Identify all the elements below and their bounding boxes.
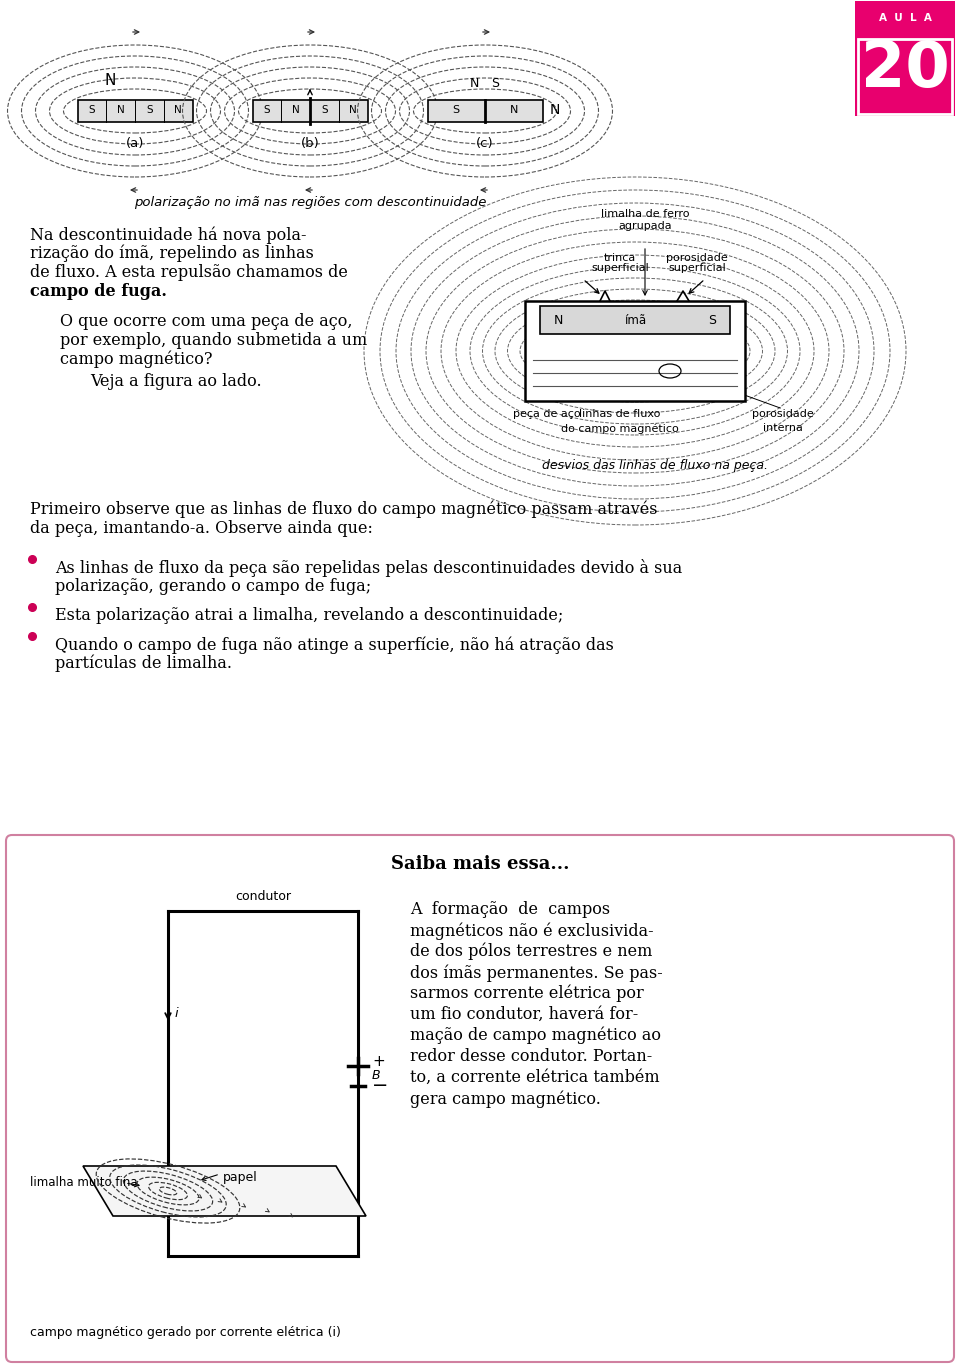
Bar [858,38,952,114]
Text: As linhas de fluxo da peça são repelidas pelas descontinuidades devido à sua: As linhas de fluxo da peça são repelidas… [55,559,683,577]
Text: de dos pólos terrestres e nem: de dos pólos terrestres e nem [410,943,653,961]
Text: N: N [549,103,560,117]
Text: O que ocorre com uma peça de aço,: O que ocorre com uma peça de aço, [60,313,352,330]
Text: polarização, gerando o campo de fuga;: polarização, gerando o campo de fuga; [55,579,372,595]
Text: Esta polarização atrai a limalha, revelando a descontinuidade;: Esta polarização atrai a limalha, revela… [55,607,564,624]
Text: magnéticos não é exclusivida-: magnéticos não é exclusivida- [410,923,654,939]
Text: de fluxo. A esta repulsão chamamos de: de fluxo. A esta repulsão chamamos de [30,265,348,281]
Text: N: N [105,73,116,88]
Text: um fio condutor, haverá for-: um fio condutor, haverá for- [410,1006,638,1023]
Text: (b): (b) [300,137,320,149]
Text: porosidade: porosidade [752,409,814,420]
Text: S: S [88,106,95,115]
Text: Na descontinuidade há nova pola-: Na descontinuidade há nova pola- [30,226,306,244]
Text: limalha muito fina: limalha muito fina [30,1176,137,1190]
Text: porosidade: porosidade [666,254,728,263]
Text: trinca: trinca [604,254,636,263]
Bar [252,100,368,122]
Text: superficial: superficial [668,263,726,273]
Text: N: N [349,106,357,115]
Text: gera campo magnético.: gera campo magnético. [410,1090,601,1108]
Text: campo de fuga.: campo de fuga. [30,282,167,300]
Text: da peça, imantando-a. Observe ainda que:: da peça, imantando-a. Observe ainda que: [30,520,372,537]
Text: N: N [553,314,563,326]
Text: peça de aço: peça de aço [514,409,581,420]
Text: i: i [175,1008,179,1020]
Text: por exemplo, quando submetida a um: por exemplo, quando submetida a um [60,332,368,350]
Text: do campo magnético: do campo magnético [562,424,679,433]
FancyBboxPatch shape [6,835,954,1361]
Text: desvios das linhas de fluxo na peça.: desvios das linhas de fluxo na peça. [542,459,768,472]
Text: limalha de ferro: limalha de ferro [601,208,689,219]
Text: Quando o campo de fuga não atinge a superfície, não há atração das: Quando o campo de fuga não atinge a supe… [55,636,613,654]
Text: Saiba mais essa...: Saiba mais essa... [391,856,569,873]
Text: Primeiro observe que as linhas de fluxo do campo magnético passam através: Primeiro observe que as linhas de fluxo … [30,500,658,518]
Text: superficial: superficial [591,263,649,273]
Text: Veja a figura ao lado.: Veja a figura ao lado. [90,373,262,389]
Text: (a): (a) [126,137,144,149]
Text: N: N [292,106,300,115]
Text: partículas de limalha.: partículas de limalha. [55,655,232,673]
Text: S: S [321,106,327,115]
Text: A  U  L  A: A U L A [878,12,931,23]
Text: i: i [175,1205,179,1217]
Text: +: + [372,1054,385,1069]
Text: ímã: ímã [624,314,646,326]
Text: S: S [453,106,460,115]
Text: interna: interna [763,424,803,433]
Text: dos ímãs permanentes. Se pas-: dos ímãs permanentes. Se pas- [410,964,662,982]
Bar [855,1,955,117]
Bar [78,100,193,122]
Bar [525,302,745,400]
Bar [540,306,730,335]
Text: to, a corrente elétrica também: to, a corrente elétrica também [410,1069,660,1086]
Text: N: N [175,106,182,115]
Text: condutor: condutor [235,890,291,903]
Text: S: S [264,106,270,115]
Text: 20: 20 [860,38,949,100]
Text: rização do ímã, repelindo as linhas: rização do ímã, repelindo as linhas [30,245,314,262]
Text: linhas de fluxo: linhas de fluxo [579,409,660,420]
Text: S: S [708,314,716,326]
Text: A  formação  de  campos: A formação de campos [410,901,611,919]
Text: sarmos corrente elétrica por: sarmos corrente elétrica por [410,984,644,1002]
Text: agrupada: agrupada [618,221,672,230]
Text: N: N [469,77,479,90]
Text: B: B [372,1069,380,1082]
Text: campo magnético gerado por corrente elétrica (i): campo magnético gerado por corrente elét… [30,1326,341,1339]
Text: S: S [146,106,153,115]
Polygon shape [83,1165,366,1216]
Text: mação de campo magnético ao: mação de campo magnético ao [410,1027,661,1045]
Text: papel: papel [223,1171,257,1185]
Text: S: S [491,77,499,90]
Text: redor desse condutor. Portan-: redor desse condutor. Portan- [410,1047,652,1065]
Text: campo magnético?: campo magnético? [60,351,212,369]
Text: N: N [510,106,518,115]
Text: polarização no imã nas regiões com descontinuidade: polarização no imã nas regiões com desco… [133,196,486,208]
Text: (c): (c) [476,137,493,149]
Bar [427,100,542,122]
Text: N: N [117,106,125,115]
Text: −: − [372,1076,389,1095]
